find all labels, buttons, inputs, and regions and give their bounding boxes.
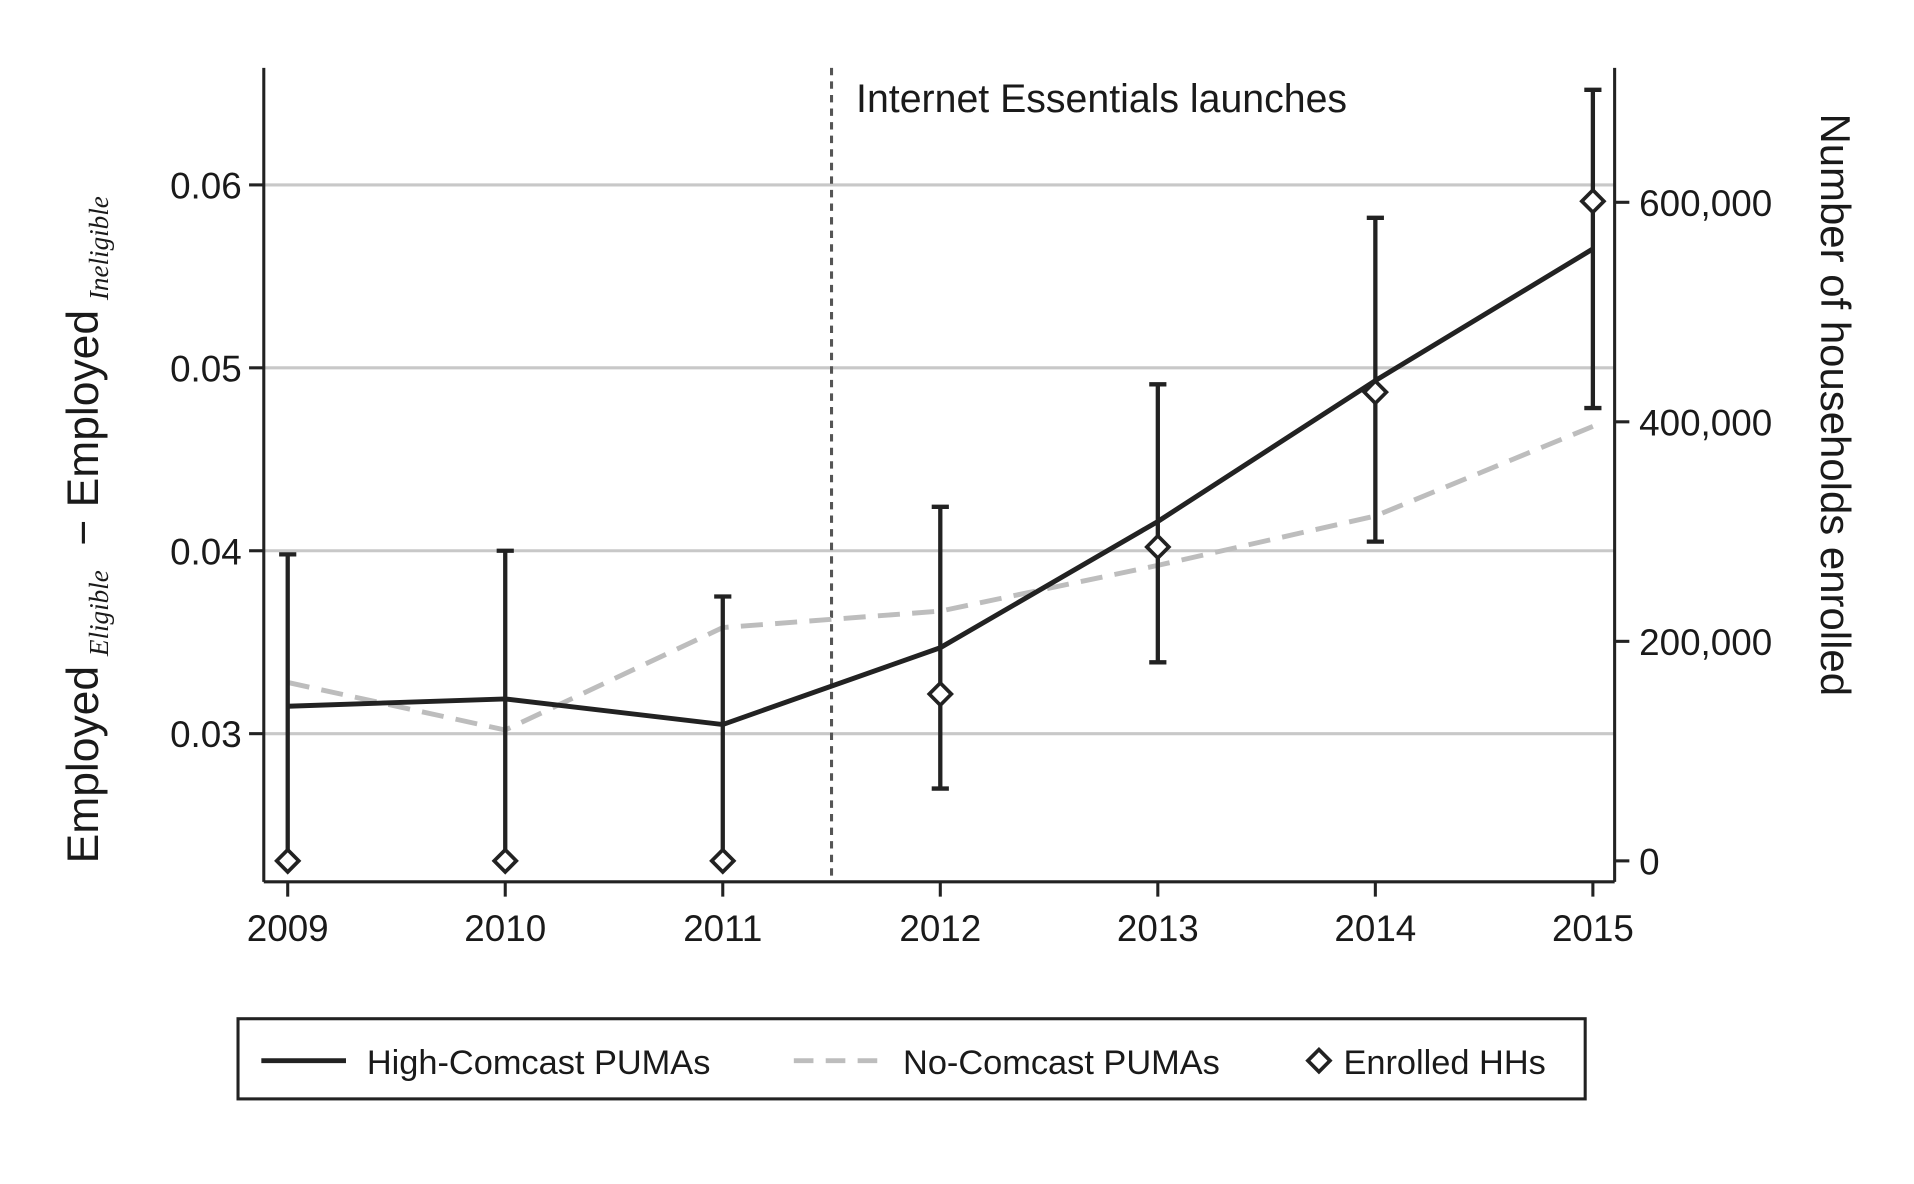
launch-annotation: Internet Essentials launches <box>856 77 1347 121</box>
x-tick-label: 2009 <box>247 908 329 949</box>
y-label-a-sub: Eligible <box>84 570 114 657</box>
y2-tick-label: 400,000 <box>1639 402 1772 443</box>
enrolled-diamond-marker <box>926 680 954 708</box>
y-label-b-sub: Ineligible <box>84 196 114 301</box>
enrolled-diamond-marker <box>709 847 737 875</box>
y-label-a: Employed <box>59 666 108 863</box>
enrolled-diamond-marker <box>1144 533 1172 561</box>
x-tick-label: 2014 <box>1334 908 1416 949</box>
legend: High-Comcast PUMAs No-Comcast PUMAs Enro… <box>236 1017 1587 1101</box>
y2-tick-label: 0 <box>1639 841 1659 882</box>
y-tick-label: 0.03 <box>170 714 242 755</box>
legend-label-enrolled: Enrolled HHs <box>1343 1044 1545 1082</box>
enrolled-diamond-marker <box>1579 187 1607 215</box>
enrolled-diamond-marker <box>1361 378 1390 406</box>
y2-tick-label: 200,000 <box>1639 622 1772 663</box>
y-axis-label: Employed Eligible − Employed Ineligible <box>59 196 114 863</box>
legend-label-high-comcast: High-Comcast PUMAs <box>367 1044 711 1082</box>
legend-label-no-comcast: No-Comcast PUMAs <box>903 1044 1220 1082</box>
x-tick-label: 2015 <box>1552 908 1634 949</box>
y2-tick-label: 600,000 <box>1639 183 1772 224</box>
x-tick-label: 2012 <box>899 908 981 949</box>
legend-box <box>236 1017 1587 1101</box>
y-tick-label: 0.06 <box>170 165 242 206</box>
enrolled-diamond-marker <box>274 847 302 875</box>
y2-axis-label: Number of households enrolled <box>1812 113 1859 696</box>
y-tick-label: 0.05 <box>170 348 242 389</box>
axes: 0.03 0.04 0.05 0.06 0 200,000 400,000 600,000 20… <box>170 67 1772 949</box>
series-layer <box>274 87 1607 875</box>
x-tick-label: 2010 <box>464 908 546 949</box>
x-tick-label: 2013 <box>1117 908 1199 949</box>
x-tick-label: 2011 <box>683 908 762 949</box>
y-tick-label: 0.04 <box>170 531 242 572</box>
enrolled-diamond-marker <box>491 847 519 875</box>
legend-diamond-icon <box>1305 1046 1333 1075</box>
y-label-b: − Employed <box>59 310 108 558</box>
